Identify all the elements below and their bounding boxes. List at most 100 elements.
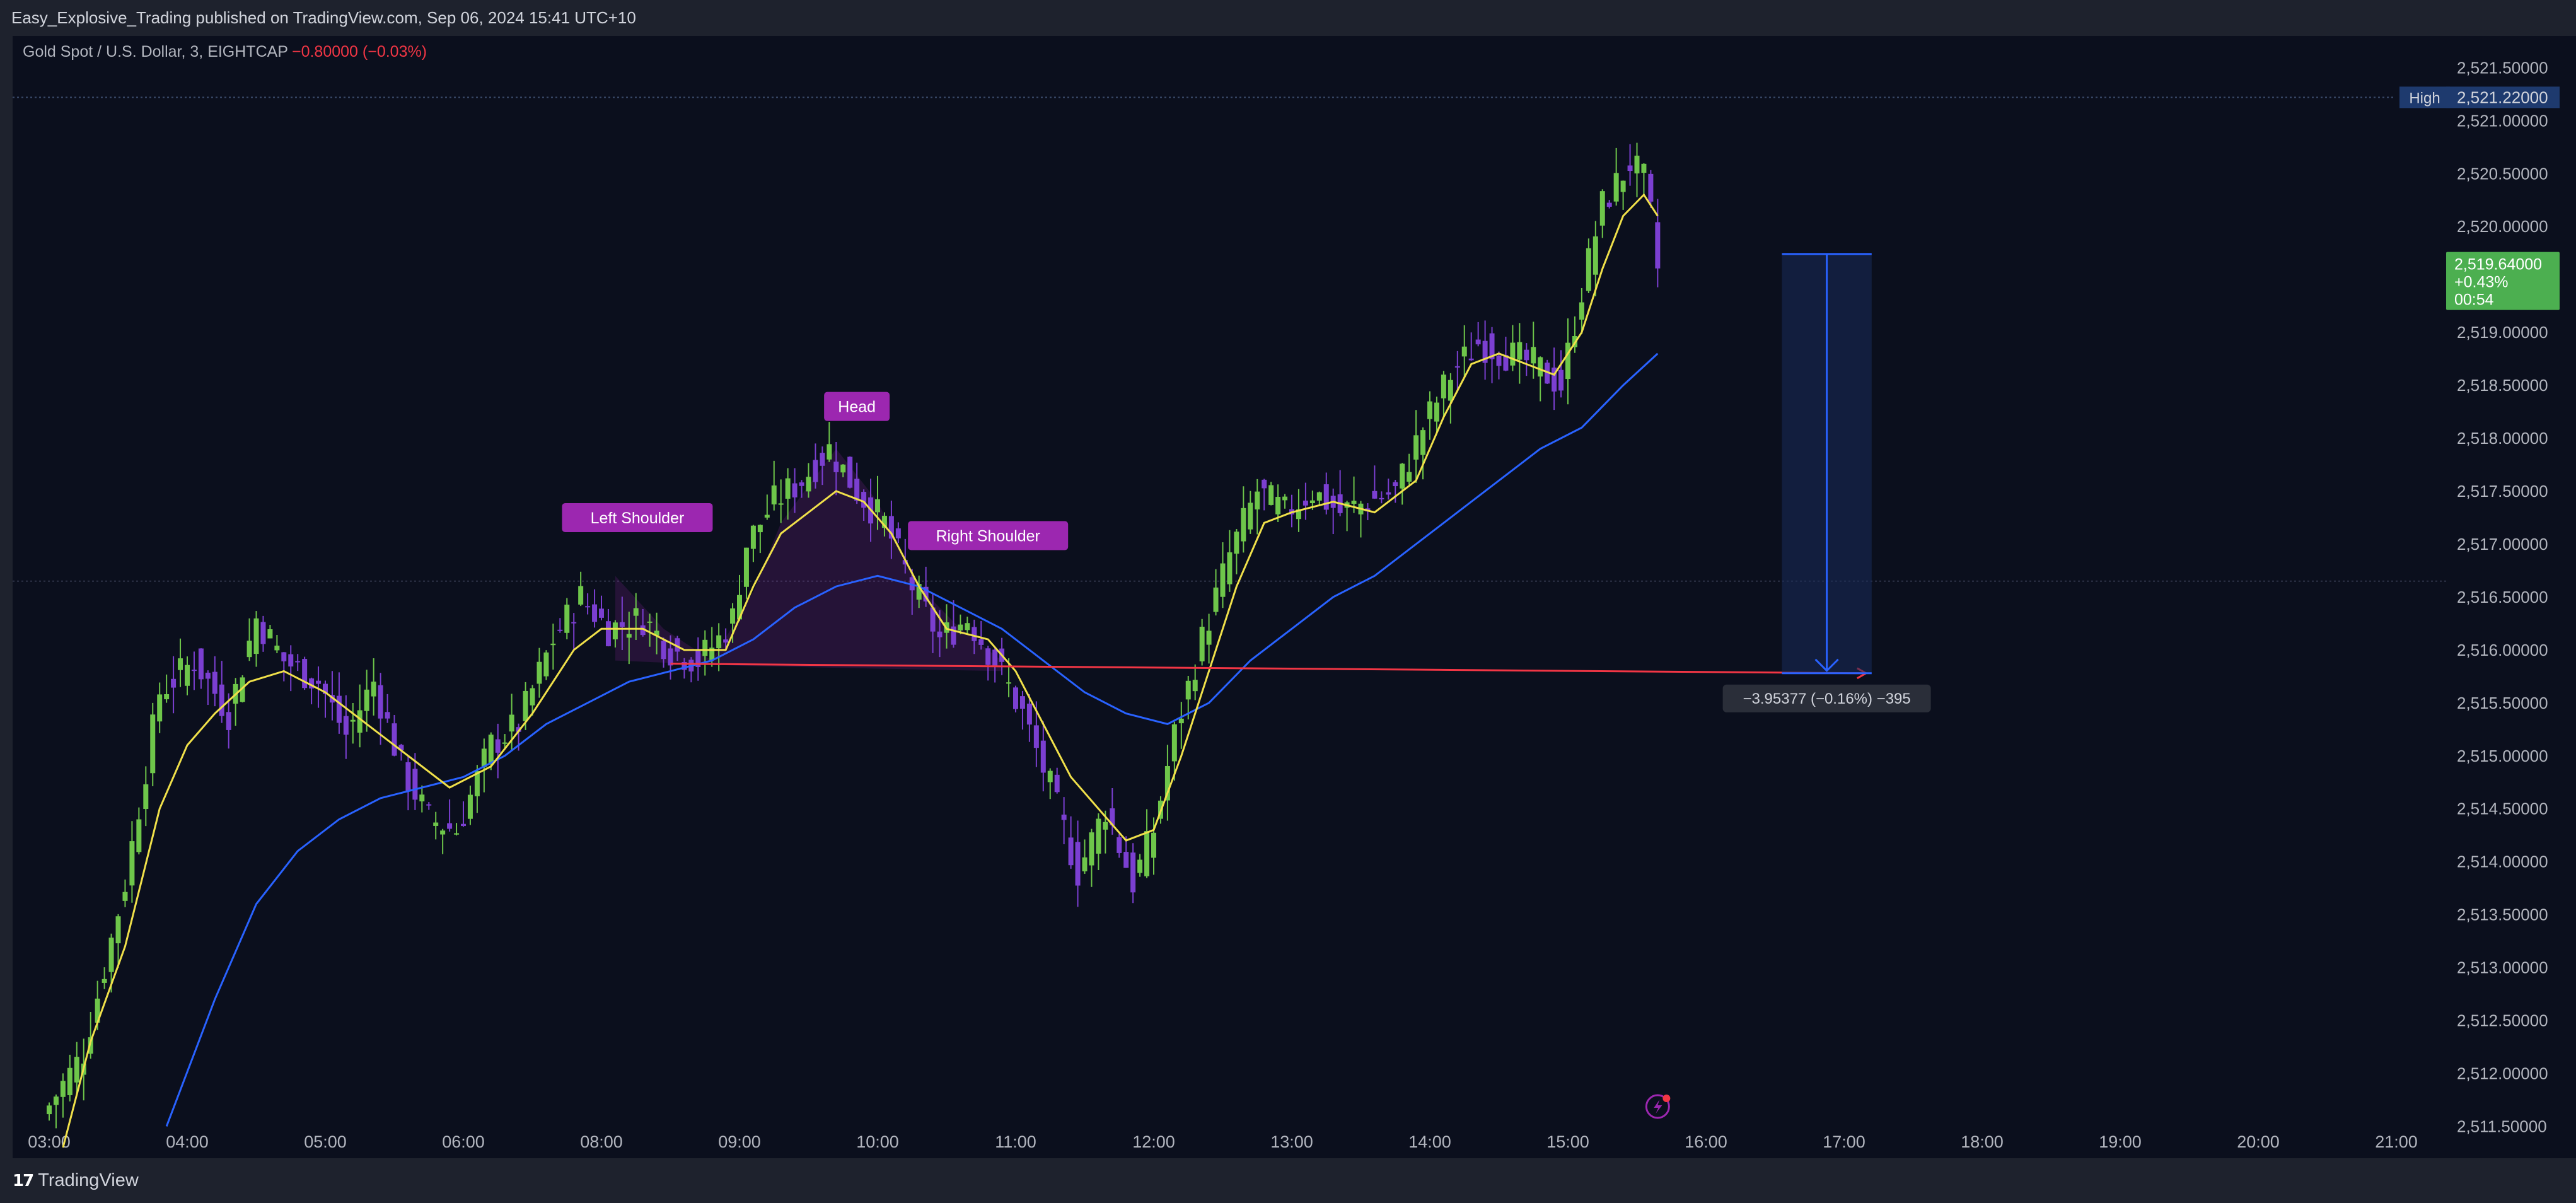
y-tick-label: 2,511.50000 bbox=[2457, 1117, 2547, 1136]
candle-body bbox=[129, 841, 135, 886]
candle-body bbox=[958, 624, 963, 631]
candle-body bbox=[730, 608, 736, 624]
candle-body bbox=[385, 712, 390, 719]
candle-body bbox=[813, 460, 818, 482]
candle-body bbox=[178, 658, 183, 670]
candle-body bbox=[612, 622, 618, 640]
candle-body bbox=[1248, 503, 1253, 530]
pattern-label: Left Shoulder bbox=[591, 509, 685, 527]
chart-legend[interactable]: Gold Spot / U.S. Dollar, 3, EIGHTCAP −0.… bbox=[23, 43, 427, 61]
candle-body bbox=[709, 648, 715, 660]
tradingview-logo-icon: 17 bbox=[13, 1171, 34, 1190]
bar-countdown: 00:54 bbox=[2454, 291, 2494, 309]
candle-body bbox=[253, 618, 259, 654]
candle-body bbox=[1137, 859, 1143, 873]
price-change: −0.80000 (−0.03%) bbox=[291, 43, 427, 61]
lightning-alert-icon[interactable] bbox=[1645, 1094, 1670, 1119]
candle-body bbox=[585, 606, 591, 608]
candle-body bbox=[1068, 837, 1074, 866]
candle-body bbox=[550, 643, 556, 646]
x-tick-label: 15:00 bbox=[1546, 1132, 1589, 1151]
x-tick-label: 05:00 bbox=[304, 1132, 347, 1151]
candle-body bbox=[626, 634, 632, 638]
chart-area[interactable] bbox=[13, 36, 2576, 1158]
candle-body bbox=[164, 694, 170, 700]
candle-body bbox=[557, 629, 563, 631]
x-tick-label: 18:00 bbox=[1961, 1132, 2004, 1151]
candle-body bbox=[47, 1105, 52, 1115]
candle-body bbox=[937, 631, 943, 637]
candle-body bbox=[1296, 509, 1301, 520]
candle-body bbox=[281, 652, 287, 661]
candle-body bbox=[1171, 724, 1177, 762]
candle-body bbox=[1013, 687, 1018, 709]
candle-body bbox=[364, 689, 369, 711]
candle-body bbox=[1386, 492, 1391, 495]
candle-body bbox=[1613, 173, 1619, 202]
candle-body bbox=[1178, 718, 1184, 724]
candle-body bbox=[1047, 770, 1053, 782]
pattern-label-box[interactable] bbox=[824, 392, 890, 421]
candle-body bbox=[861, 492, 867, 508]
candle-body bbox=[88, 1037, 93, 1054]
candle-body bbox=[1144, 831, 1150, 876]
tradingview-logo[interactable]: 17 TradingView bbox=[13, 1170, 139, 1191]
candle-body bbox=[1323, 484, 1329, 510]
candle-body bbox=[605, 621, 611, 646]
high-tag-label: High bbox=[2409, 90, 2440, 107]
measure-arrow-icon bbox=[1814, 658, 1839, 672]
x-tick-label: 09:00 bbox=[718, 1132, 761, 1151]
candle-body bbox=[1475, 339, 1481, 345]
y-tick-label: 2,514.00000 bbox=[2457, 852, 2548, 871]
neckline[interactable] bbox=[670, 663, 1865, 675]
candle-body bbox=[895, 528, 901, 538]
candle-body bbox=[764, 514, 770, 518]
y-tick-label: 2,521.50000 bbox=[2457, 58, 2548, 77]
pattern-label-box[interactable] bbox=[908, 521, 1069, 550]
x-tick-label: 10:00 bbox=[856, 1132, 899, 1151]
candle-body bbox=[350, 719, 356, 722]
candle-body bbox=[323, 683, 328, 694]
candle-body bbox=[1531, 347, 1536, 364]
y-tick-label: 2,521.00000 bbox=[2457, 111, 2548, 130]
candle-body bbox=[599, 608, 604, 618]
candle-body bbox=[295, 661, 301, 663]
candle-body bbox=[1565, 342, 1570, 380]
candle-body bbox=[1213, 587, 1219, 612]
candle-body bbox=[157, 694, 163, 722]
candle-body bbox=[481, 748, 487, 767]
candle-body bbox=[1130, 852, 1136, 893]
candle-body bbox=[240, 677, 245, 702]
candle-body bbox=[343, 716, 349, 735]
candle-body bbox=[212, 671, 218, 694]
candle-body bbox=[827, 444, 832, 460]
x-tick-label: 11:00 bbox=[995, 1132, 1036, 1151]
candle-body bbox=[1461, 346, 1467, 357]
candle-body bbox=[1606, 202, 1612, 207]
candle-body bbox=[750, 525, 756, 549]
candle-body bbox=[316, 680, 322, 684]
x-tick-label: 04:00 bbox=[166, 1132, 209, 1151]
head-shoulders-area[interactable] bbox=[615, 448, 1002, 671]
high-price-tag bbox=[2446, 86, 2560, 108]
ema-slow-line bbox=[165, 352, 1659, 1127]
candle-body bbox=[1241, 508, 1246, 542]
candle-body bbox=[1309, 500, 1315, 504]
candle-body bbox=[1641, 163, 1647, 173]
candle-body bbox=[1255, 491, 1260, 509]
candle-body bbox=[288, 654, 294, 667]
candle-body bbox=[509, 714, 514, 732]
candle-body bbox=[743, 547, 749, 587]
candle-body bbox=[267, 629, 273, 639]
candle-body bbox=[1593, 236, 1598, 275]
y-tick-label: 2,515.00000 bbox=[2457, 747, 2548, 765]
candle-body bbox=[923, 586, 929, 602]
lightning-glyph bbox=[1654, 1100, 1662, 1113]
candle-body bbox=[647, 621, 653, 623]
candle-body bbox=[902, 560, 908, 565]
candle-body bbox=[1427, 401, 1432, 419]
candle-body bbox=[1026, 703, 1032, 725]
pattern-label-box[interactable] bbox=[562, 503, 713, 532]
candle-body bbox=[737, 595, 742, 620]
